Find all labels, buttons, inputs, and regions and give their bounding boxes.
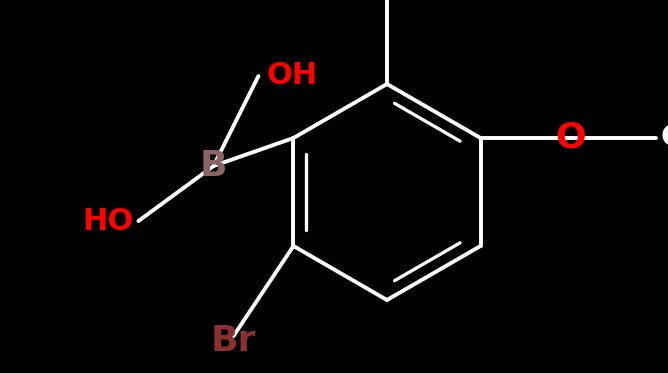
Text: HO: HO [82, 207, 134, 235]
Text: Br: Br [211, 324, 256, 358]
Text: OH: OH [267, 62, 318, 91]
Text: CH₃: CH₃ [661, 123, 668, 153]
Text: F: F [375, 0, 399, 6]
Text: B: B [200, 149, 227, 183]
Text: O: O [555, 121, 586, 155]
